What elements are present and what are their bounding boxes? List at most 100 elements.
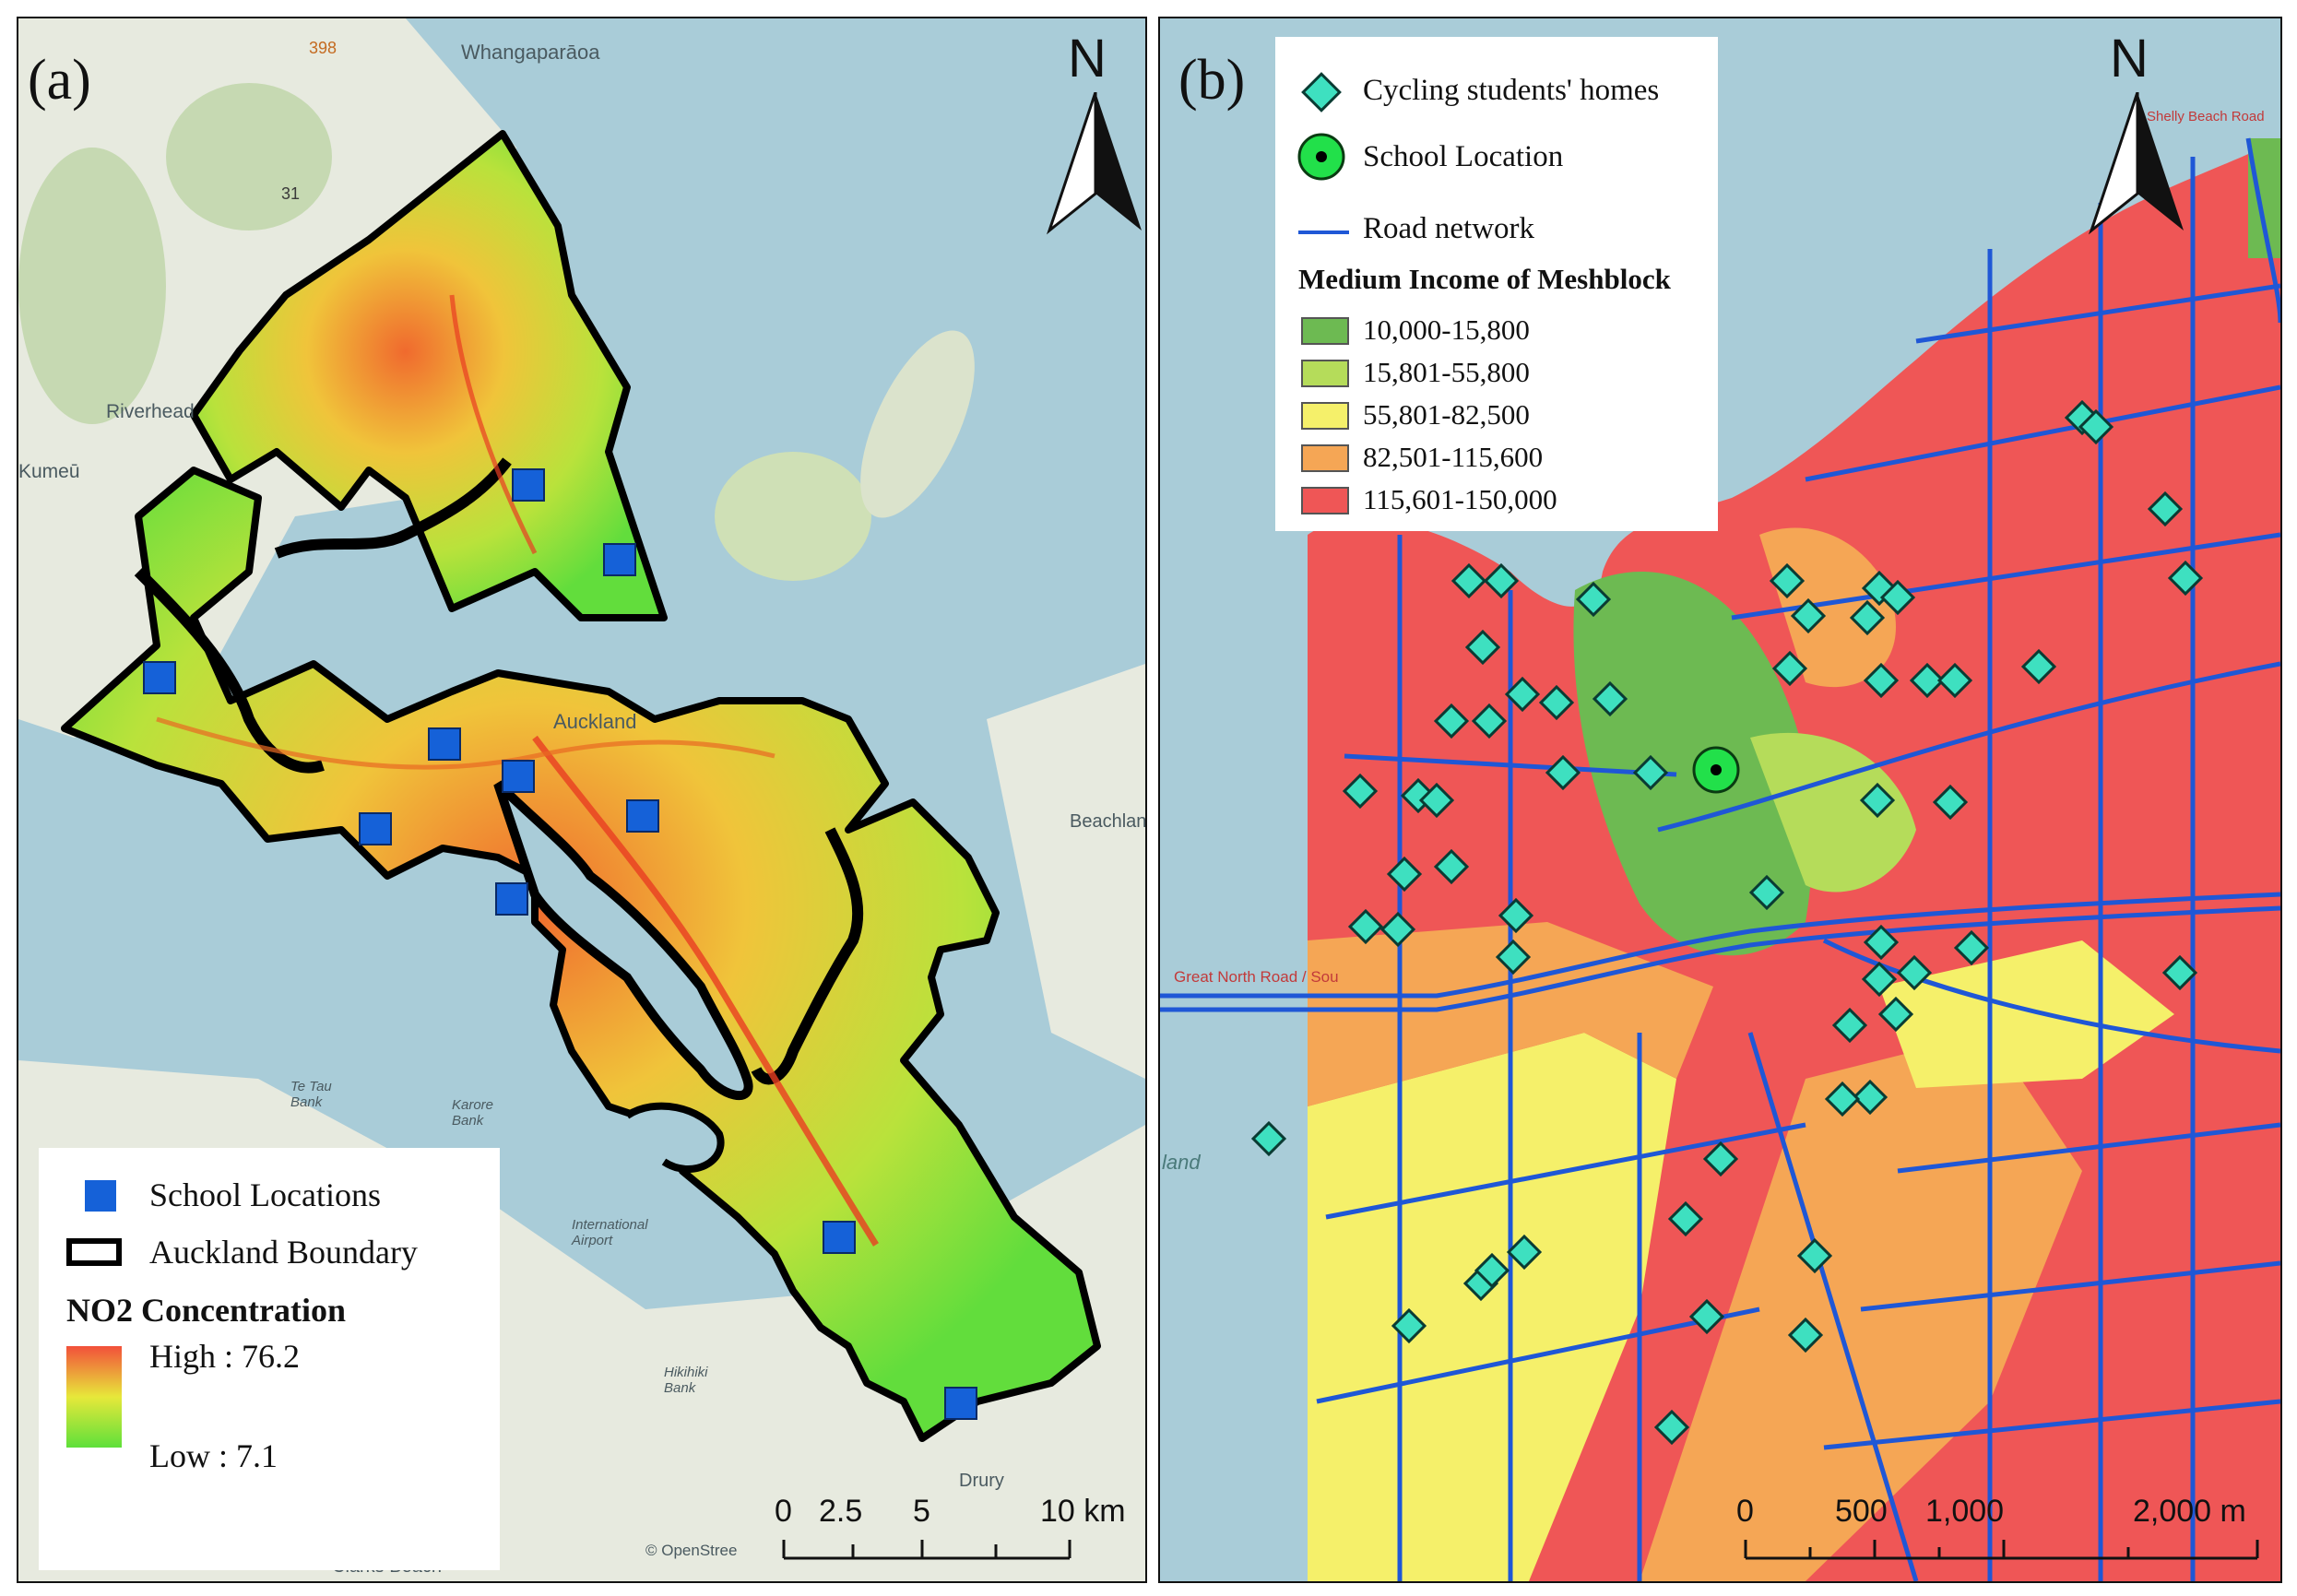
place-label: Auckland (553, 710, 637, 733)
legend-school-locations: School Locations (149, 1176, 381, 1213)
student-home-marker[interactable] (1391, 1307, 1427, 1344)
panel-b-scale-bar: 0 500 1,000 2,000 m (1732, 1494, 2276, 1567)
meshblock-zone-orange (1759, 527, 1896, 688)
student-home-marker[interactable] (1849, 599, 1886, 636)
student-home-marker[interactable] (1953, 929, 1990, 966)
school-location-marker[interactable] (512, 468, 545, 502)
student-home-marker[interactable] (1824, 1081, 1861, 1117)
student-home-marker[interactable] (1852, 1079, 1889, 1116)
road-label: Shelly Beach Road (2147, 109, 2265, 124)
student-home-marker[interactable] (2167, 560, 2204, 597)
major-road-hotspot (532, 735, 879, 1247)
student-home-marker[interactable] (1932, 784, 1969, 821)
scale-label: 10 km (1040, 1494, 1126, 1529)
student-home-marker[interactable] (1450, 562, 1487, 599)
panel-b-income-map: (b) Great North Road / Sou Shelly Beach … (1158, 17, 2282, 1583)
student-home-marker[interactable] (1771, 650, 1808, 687)
student-home-marker[interactable] (1667, 1200, 1704, 1237)
basemap-land-east (987, 664, 1145, 1079)
student-home-marker[interactable] (1433, 848, 1470, 885)
scale-label: 1,000 (1925, 1494, 2005, 1529)
panel-a-no2-map: (a) Whangaparāoa Riverhead Kumeū Aucklan… (17, 17, 1147, 1583)
panel-a-label: (a) (28, 49, 91, 112)
school-location-marker[interactable] (495, 882, 528, 916)
student-home-marker[interactable] (1632, 754, 1669, 791)
harbour-inlet (493, 780, 753, 1100)
panel-b-legend: Cycling students' homes School Location … (1275, 37, 1718, 531)
place-label: Drury (959, 1471, 1004, 1491)
legend-school-location: School Location (1363, 140, 1564, 173)
student-home-marker[interactable] (1896, 954, 1933, 991)
student-home-marker[interactable] (1831, 1007, 1868, 1044)
student-home-marker[interactable] (1379, 911, 1416, 948)
student-home-marker[interactable] (1879, 579, 1916, 616)
student-home-marker[interactable] (1347, 908, 1384, 945)
scale-label: 500 (1835, 1494, 1888, 1529)
student-home-marker[interactable] (1592, 680, 1628, 717)
student-home-marker[interactable] (1575, 581, 1612, 618)
legend-no2-high: High : 76.2 (149, 1338, 301, 1375)
legend-income-title: Medium Income of Meshblock (1298, 263, 1671, 295)
student-home-marker[interactable] (1483, 562, 1520, 599)
boundary-legend-swatch (66, 1238, 122, 1266)
student-home-marker[interactable] (1418, 782, 1455, 819)
north-arrow: N (2082, 28, 2193, 240)
student-home-marker[interactable] (1250, 1120, 1287, 1157)
student-home-marker[interactable] (1909, 662, 1946, 699)
north-arrow-icon (2088, 92, 2184, 235)
student-home-marker[interactable] (2147, 491, 2184, 527)
student-home-marker[interactable] (1433, 703, 1470, 739)
student-home-marker[interactable] (1688, 1298, 1725, 1335)
major-road-hotspot (156, 716, 776, 770)
place-label: land (1162, 1151, 1201, 1174)
school-location-marker[interactable] (603, 543, 636, 576)
student-home-marker[interactable] (1702, 1141, 1739, 1177)
student-home-marker[interactable] (1769, 562, 1806, 599)
student-home-marker[interactable] (1464, 629, 1501, 666)
student-home-marker[interactable] (1790, 597, 1827, 634)
student-home-marker[interactable] (2020, 648, 2057, 685)
student-home-marker[interactable] (1506, 1234, 1543, 1271)
student-home-marker[interactable] (1863, 662, 1900, 699)
student-home-marker[interactable] (1504, 676, 1541, 713)
student-home-marker[interactable] (1787, 1317, 1824, 1354)
place-label: Karore Bank (452, 1097, 494, 1129)
road-label: Great North Road / Sou (1174, 968, 1339, 986)
student-home-marker[interactable] (1936, 662, 1973, 699)
auckland-boundary-north (190, 130, 668, 621)
student-home-marker[interactable] (1796, 1237, 1833, 1274)
school-location-marker[interactable] (502, 760, 535, 793)
north-arrow-label: N (2110, 29, 2149, 89)
school-location-marker[interactable] (944, 1387, 977, 1420)
school-location-marker[interactable] (359, 812, 392, 845)
school-location-marker[interactable] (823, 1221, 856, 1254)
student-home-marker[interactable] (1471, 703, 1508, 739)
student-home-marker[interactable] (1538, 684, 1575, 721)
student-home-marker[interactable] (1495, 939, 1532, 975)
scale-label: 2,000 m (2133, 1494, 2246, 1529)
harbour-inlet (751, 827, 864, 1085)
student-home-marker[interactable] (1653, 1409, 1690, 1446)
scale-bar-graphic (1744, 1540, 2259, 1560)
student-home-marker[interactable] (1861, 961, 1898, 998)
student-home-marker[interactable] (2078, 408, 2114, 445)
student-home-marker[interactable] (1474, 1252, 1510, 1289)
income-class-label: 10,000-15,800 (1363, 313, 1530, 346)
student-home-marker[interactable] (1863, 924, 1900, 961)
student-home-marker[interactable] (1386, 856, 1423, 893)
income-class-label: 15,801-55,800 (1363, 356, 1530, 388)
student-home-marker[interactable] (1545, 754, 1581, 791)
school-location-marker[interactable] (626, 799, 659, 833)
student-home-marker[interactable] (1877, 996, 1914, 1033)
student-home-marker[interactable] (1342, 773, 1379, 810)
income-class-swatch (1301, 444, 1349, 472)
harbour-inlet (134, 567, 325, 774)
basemap-forest (166, 83, 332, 231)
student-home-marker[interactable] (1498, 897, 1534, 934)
school-location-marker[interactable] (143, 661, 176, 694)
student-home-marker[interactable] (1859, 782, 1896, 819)
panel-a-legend: School Locations Auckland Boundary NO2 C… (39, 1148, 500, 1570)
student-home-marker[interactable] (1748, 874, 1785, 911)
student-home-marker[interactable] (2161, 954, 2198, 991)
school-location-marker[interactable] (428, 727, 461, 761)
